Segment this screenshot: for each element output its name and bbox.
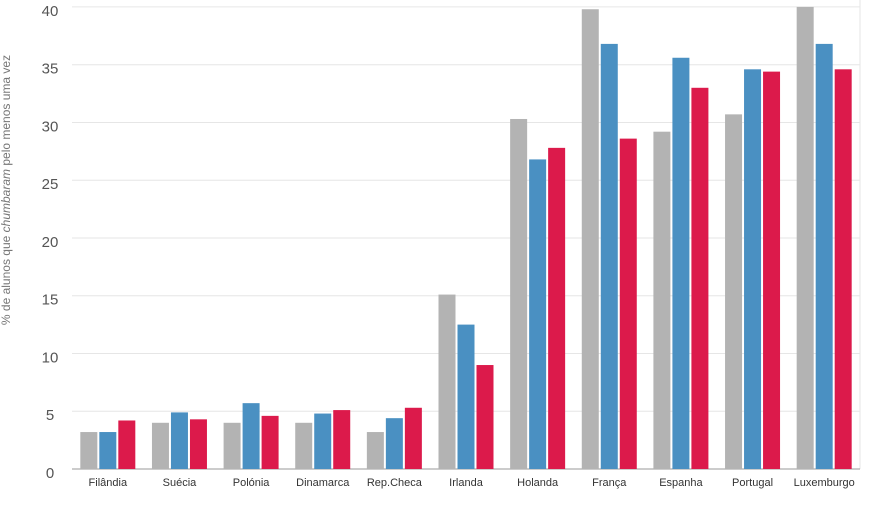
y-tick-label: 20 xyxy=(42,234,59,251)
x-tick-label: Espanha xyxy=(659,477,703,489)
bar xyxy=(261,415,279,469)
bar xyxy=(763,71,781,469)
y-tick-label: 0 xyxy=(46,465,54,482)
bar xyxy=(796,6,814,470)
x-tick-label: Suécia xyxy=(163,477,198,489)
y-tick-label: 30 xyxy=(42,118,59,135)
x-tick-label: Filândia xyxy=(89,477,128,489)
bar xyxy=(510,118,528,469)
y-tick-label: 15 xyxy=(42,292,59,309)
bar xyxy=(295,422,313,469)
bar xyxy=(314,413,332,469)
x-tick-label: Portugal xyxy=(732,477,773,489)
x-tick-label: Irlanda xyxy=(449,477,484,489)
bar xyxy=(815,43,833,470)
y-tick-label: 40 xyxy=(42,3,59,20)
y-tick-label: 25 xyxy=(42,176,59,193)
y-tick-label: 35 xyxy=(42,61,59,78)
bar xyxy=(600,43,618,470)
x-tick-label: Holanda xyxy=(517,477,559,489)
bar xyxy=(619,138,637,469)
bar xyxy=(581,9,599,469)
x-tick-label: França xyxy=(592,477,627,489)
y-label-part: pelo menos uma vez xyxy=(0,55,13,166)
y-axis-label: % de alunos que chumbaram pelo menos uma… xyxy=(0,55,13,325)
bar xyxy=(151,422,169,469)
x-tick-label: Dinamarca xyxy=(296,477,350,489)
y-label-part: % de alunos que xyxy=(0,235,13,325)
bar xyxy=(476,365,494,469)
bar xyxy=(548,147,566,470)
bar xyxy=(404,407,422,469)
bar xyxy=(438,294,456,469)
bar xyxy=(223,422,241,469)
bar xyxy=(725,114,743,470)
bar xyxy=(653,131,671,470)
bar xyxy=(834,69,852,469)
bar xyxy=(189,419,207,469)
x-tick-label: Polónia xyxy=(233,477,271,489)
bar xyxy=(691,87,709,470)
bar xyxy=(80,432,98,469)
bar xyxy=(242,403,260,469)
bar xyxy=(99,432,117,469)
bar xyxy=(385,418,403,469)
y-label-part: chumbaram xyxy=(0,169,13,232)
bar xyxy=(529,159,547,469)
bar xyxy=(118,420,136,469)
x-tick-label: Rep.Checa xyxy=(367,477,423,489)
y-tick-label: 10 xyxy=(42,349,59,366)
bar xyxy=(366,432,384,469)
y-tick-label: 5 xyxy=(46,407,54,424)
bar xyxy=(170,412,188,469)
bar xyxy=(457,324,475,469)
bar xyxy=(333,410,351,469)
bar xyxy=(672,57,690,470)
x-tick-label: Luxemburgo xyxy=(794,477,855,489)
bar xyxy=(744,69,762,469)
